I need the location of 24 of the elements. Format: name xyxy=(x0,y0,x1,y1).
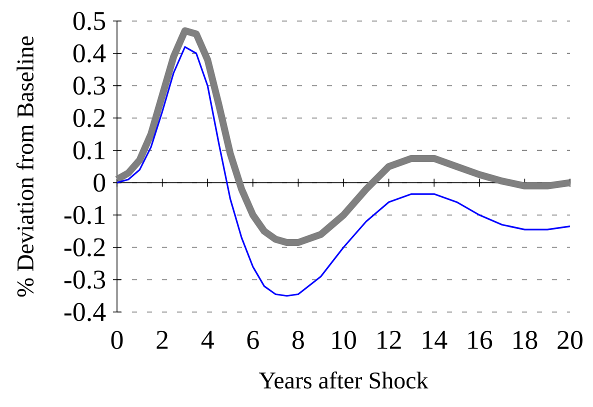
x-tick-label: 14 xyxy=(422,330,448,349)
x-axis-title: Years after Shock xyxy=(259,371,428,389)
y-tick-label: 0.4 xyxy=(73,44,106,63)
x-tick-label: 8 xyxy=(292,330,304,350)
x-tick-label: 0 xyxy=(111,330,123,350)
x-tick-label: 4 xyxy=(201,330,214,349)
y-tick-label: -0.4 xyxy=(64,302,106,322)
y-tick-label: -0.1 xyxy=(64,206,105,224)
line-series xyxy=(116,46,571,297)
x-tick-label: 18 xyxy=(514,330,538,350)
x-tick-label: 16 xyxy=(468,330,492,350)
y-tick-label: 0.1 xyxy=(73,141,105,160)
y-tick-label: -0.3 xyxy=(64,270,106,289)
x-tick-label: 12 xyxy=(378,330,401,349)
y-tick-label: 0 xyxy=(94,174,106,192)
y-axis-title: % Deviation from Baseline xyxy=(16,36,34,297)
y-tick-label: -0.2 xyxy=(64,238,105,257)
x-tick-label: 2 xyxy=(156,330,168,349)
y-tick-label: 0.2 xyxy=(73,108,105,128)
y-tick-label: 0.3 xyxy=(73,76,106,95)
x-tick-label: 20 xyxy=(558,330,582,350)
y-tick-label: 0.5 xyxy=(73,12,106,30)
x-tick-label: 10 xyxy=(332,330,356,350)
x-tick-label: 6 xyxy=(247,330,259,350)
